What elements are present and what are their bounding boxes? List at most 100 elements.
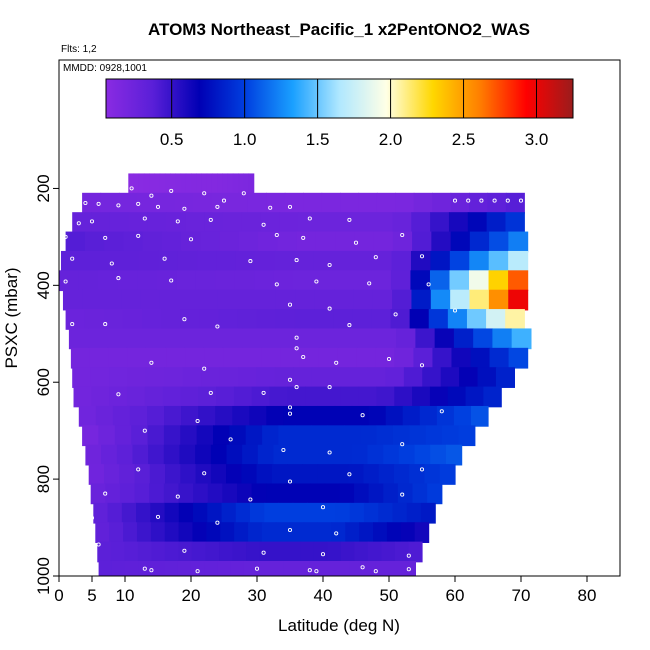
sample-point [149,360,154,365]
heatmap-cell [204,560,218,576]
heatmap-cell [138,173,145,195]
heatmap-cell [354,212,375,233]
sample-point [400,442,405,447]
heatmap-cell [459,367,479,388]
heatmap-cell [432,347,453,369]
heatmap-cell [335,212,356,233]
heatmap-cell [286,541,301,563]
heatmap-cell [358,192,378,214]
sample-point [175,494,180,499]
heatmap-cell [321,502,337,524]
sample-point [301,235,306,240]
heatmap-cell [103,309,124,330]
heatmap-cell [110,541,125,563]
heatmap-cell [184,328,205,350]
heatmap-cell [123,522,138,543]
heatmap-cell [235,502,251,524]
heatmap-cell [123,231,144,253]
sample-point [169,188,174,193]
sample-point [155,204,161,209]
heatmap-cell [411,212,431,233]
sample-point [70,256,75,261]
heatmap-cell [191,541,207,563]
sample-point [360,565,365,570]
heatmap-cell [470,405,489,427]
heatmap-cell [109,522,124,543]
sample-point [228,437,233,442]
heatmap-cell [391,250,412,272]
heatmap-cell [378,464,395,485]
heatmap-cell [358,386,378,408]
heatmap-cell [307,502,322,524]
heatmap-cell [178,502,194,524]
heatmap-cell [409,425,427,447]
heatmap-cell [256,367,276,388]
heatmap-cell [150,502,166,524]
heatmap-cell [191,560,205,576]
heatmap-cell [420,502,436,524]
heatmap-cell [177,250,198,272]
heatmap-cell [287,386,306,408]
heatmap-cell [264,502,280,524]
heatmap-cell [261,328,282,350]
x-tick-label: 70 [512,586,531,605]
heatmap-cell [137,541,152,563]
heatmap-cell [488,250,509,272]
heatmap-cell [392,289,413,311]
heatmap-cell [414,444,431,466]
heatmap-cell [217,289,238,311]
sample-point [195,569,200,574]
heatmap-cell [430,444,447,466]
heatmap-cell [249,405,267,427]
heatmap-cell [147,425,165,447]
sample-point [175,219,180,224]
sample-point [63,234,68,239]
heatmap-cell [488,270,509,292]
heatmap-cell [403,367,423,388]
sample-point [136,201,141,206]
heatmap-cell [289,444,306,466]
sample-point [492,198,497,203]
heatmap-cell [277,231,298,253]
heatmap-cell [73,386,92,408]
sample-point [307,568,312,573]
heatmap-cell [313,250,334,272]
heatmap-cell [222,173,229,195]
sample-point [208,217,213,222]
heatmap-cell [483,386,502,408]
sample-point [327,306,332,311]
heatmap-cell [314,309,334,330]
heatmap-cell [121,502,137,524]
heatmap-cell [315,231,336,253]
heatmap-cell [414,522,430,543]
heatmap-cell [207,483,223,505]
heatmap-cell [427,483,443,505]
heatmap-cell [193,483,209,505]
heatmap-cell [489,347,510,369]
heatmap-cell [161,231,182,253]
heatmap-cell [469,289,490,311]
heatmap-cell [486,212,507,233]
heatmap-cell [287,464,303,485]
heatmap-cell [360,425,378,447]
heatmap-cell [450,192,470,214]
heatmap-cell [450,231,471,253]
heatmap-cell [185,212,205,233]
heatmap-cell [100,192,120,214]
heatmap-cell [432,192,452,214]
heatmap-cell [142,231,163,253]
heatmap-cell [193,502,208,524]
sample-point [466,198,471,203]
heatmap-cell [78,405,97,427]
sample-point [182,206,187,211]
heatmap-cell [412,386,431,408]
heatmap-cell [371,309,392,330]
sample-point [347,217,352,222]
heatmap-cell [198,405,216,427]
heatmap-cell [127,367,147,388]
heatmap-cell [332,270,353,292]
heatmap-cell [330,367,350,388]
heatmap-cell [145,328,166,350]
heatmap-cell [185,347,205,369]
heatmap-cell [425,425,443,447]
